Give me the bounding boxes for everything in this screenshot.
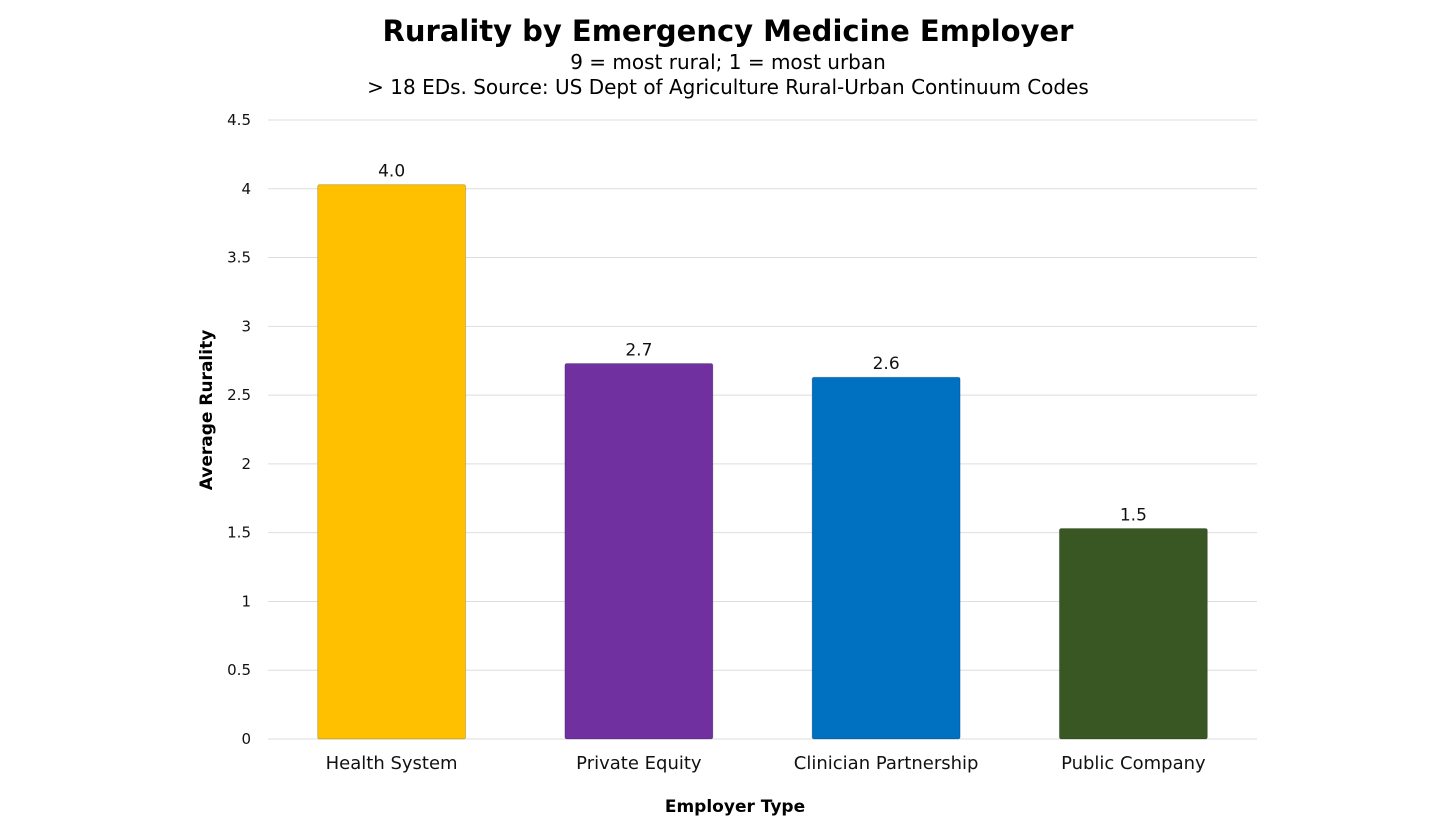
data-label: 2.7 [625,340,652,360]
y-axis-ticks: 0 0.5 1 1.5 2 2.5 3 3.5 4 4.5 [227,111,251,748]
x-category-label: Public Company [1061,753,1206,774]
x-axis-categories: Health System Private Equity Clinician Par… [326,753,1206,774]
y-tick-label: 0.5 [227,661,251,679]
x-category-label: Health System [326,753,458,774]
chart-subtitle-line-1: 9 = most rural; 1 = most urban [570,50,886,74]
y-axis-title: Average Rurality [197,330,217,491]
y-tick-label: 3 [241,317,251,335]
y-tick-label: 0 [241,730,251,748]
data-label: 4.0 [378,162,405,182]
bar-health-system [317,184,467,740]
chart-title: Rurality by Emergency Medicine Employer [383,14,1075,48]
x-axis-title: Employer Type [665,797,805,817]
data-labels: 4.0 2.7 2.6 1.5 [378,162,1147,526]
bar-clinician-partnership [811,376,961,740]
y-tick-label: 1.5 [227,524,251,542]
data-label: 1.5 [1120,506,1147,526]
y-tick-label: 2 [241,455,251,473]
bars [317,184,1208,740]
data-label: 2.6 [873,354,900,374]
y-tick-label: 4 [241,180,251,198]
x-category-label: Private Equity [576,753,702,774]
y-tick-label: 4.5 [227,111,251,129]
x-category-label: Clinician Partnership [794,753,979,774]
y-tick-label: 2.5 [227,386,251,404]
bar-public-company [1058,528,1208,740]
y-tick-label: 1 [241,592,251,610]
chart-subtitle-line-2: > 18 EDs. Source: US Dept of Agriculture… [367,75,1089,99]
bar-private-equity [564,362,714,740]
y-tick-label: 3.5 [227,249,251,267]
